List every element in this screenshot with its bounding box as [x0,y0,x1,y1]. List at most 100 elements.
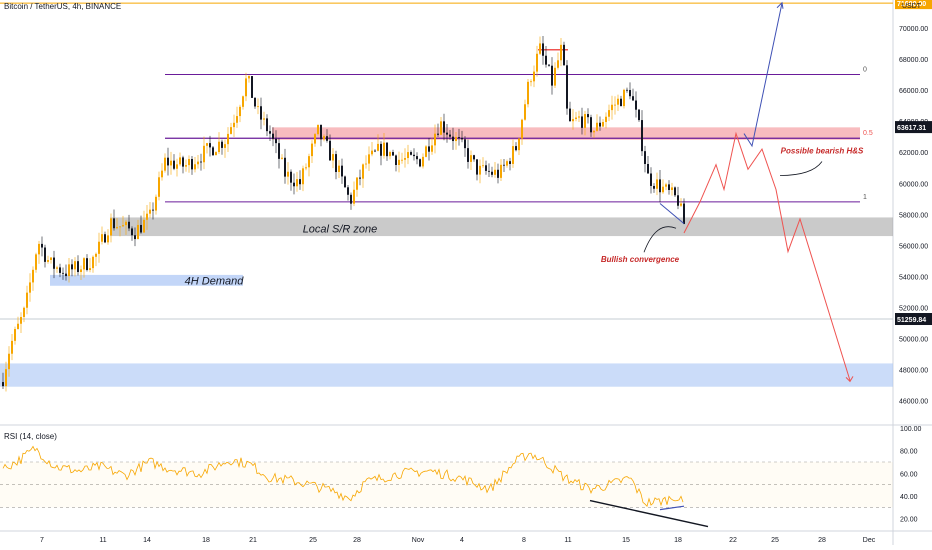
candle-body [383,142,385,156]
candle-body [134,235,136,240]
time-tick-label: 7 [40,537,44,544]
candle-body [458,137,460,138]
candle-body [377,143,379,151]
price-label-box [895,121,932,134]
time-tick-label: 21 [249,537,257,544]
candle-body [119,226,121,228]
time-tick-label: 22 [729,537,737,544]
candle-body [443,121,445,133]
candle-body [254,97,256,107]
candle-body [14,329,16,341]
candle-body [185,165,187,167]
price-tick-label: 58000.00 [899,212,928,219]
candle-body [149,209,151,214]
candle-body [68,264,70,277]
rsi-line [2,445,684,508]
candle-body [674,187,676,196]
candle-body [542,43,544,56]
candle-body [335,154,337,173]
candle-body [257,106,259,108]
candle-body [110,218,112,236]
candle-body [638,109,640,121]
candle-body [368,154,370,164]
candle-body [521,119,523,139]
candle-body [287,171,289,177]
candle-body [269,131,271,134]
candle-body [611,104,613,111]
candle-body [113,218,115,229]
candle-body [410,152,412,155]
candle-body [455,137,457,142]
candle-body [506,161,508,166]
candle-body [83,258,85,270]
candle-body [452,136,454,142]
chart-title: Bitcoin / TetherUS, 4h, BINANCE [4,2,122,11]
time-tick-label: 28 [818,537,826,544]
candle-body [221,141,223,148]
candle-body [341,165,343,177]
bullish-pointer-arrow [643,226,677,253]
candle-body [608,110,610,117]
candle-body [347,187,349,195]
candle-body [647,163,649,174]
candle-body [53,257,55,269]
candle-body [152,209,154,211]
candle-body [248,76,250,79]
price-tick-label: 52000.00 [899,306,928,313]
candle-body [404,158,406,160]
candles [2,35,685,392]
candle-body [581,116,583,128]
time-tick-label: 25 [771,537,779,544]
candle-body [593,130,595,133]
candle-body [527,81,529,105]
price-tick-label: 68000.00 [899,57,928,64]
candle-body [503,164,505,166]
candle-body [224,144,226,148]
candle-body [476,159,478,175]
price-tick-label: 50000.00 [899,337,928,344]
candle-body [353,189,355,204]
candle-body [587,114,589,118]
candle-body [239,106,241,117]
candle-body [632,96,634,101]
rsi-higher-low-line [659,505,685,511]
price-label-text: 51259.84 [897,317,926,324]
candle-body [626,89,628,91]
candle-body [485,165,487,171]
candle-body [560,44,562,61]
candle-body [557,60,559,68]
rsi-tick-label: 80.00 [900,449,918,456]
candle-body [545,55,547,65]
candle-body [137,224,139,240]
price-tick-label: 66000.00 [899,88,928,95]
time-tick-label: 15 [622,537,630,544]
candle-body [422,156,424,167]
candle-body [293,182,295,187]
candle-body [29,282,31,293]
time-tick-label: Dec [863,537,876,544]
candle-body [299,179,301,185]
fib-label: 0.5 [863,130,873,137]
candle-body [56,267,58,269]
candle-body [2,382,4,387]
candle-body [566,65,568,109]
time-tick-label: 8 [522,537,526,544]
time-tick-label: 25 [309,537,317,544]
candle-body [677,195,679,206]
candle-body [662,186,664,193]
candle-body [266,118,268,132]
candle-body [281,157,283,159]
price-label-box [895,0,932,10]
candle-body [188,158,190,166]
bearish-annotation: Possible bearish H&S [781,147,864,156]
candle-body [26,292,28,308]
candle-body [440,121,442,135]
candle-body [74,261,76,270]
candle-body [320,124,322,140]
demand-zone-large [0,363,893,387]
candle-body [446,132,448,135]
candle-body [344,176,346,188]
candle-body [329,140,331,161]
candle-body [260,106,262,120]
